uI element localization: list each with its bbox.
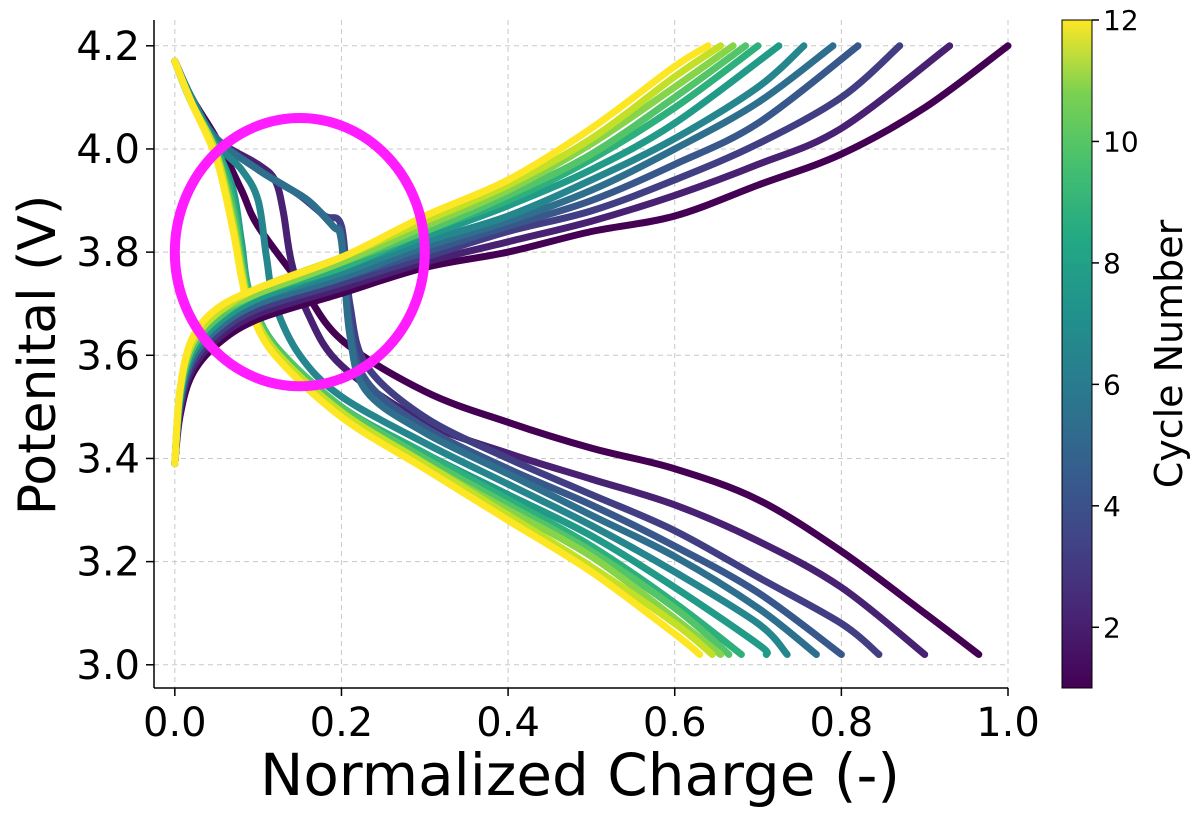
discharge-curve-cycle-12: [171, 57, 704, 658]
colorbar-tick-label: 12: [1103, 4, 1139, 37]
axes: 0.0 0.2 0.4 0.6 0.8 1.0 3.0 3.2 3.4 3.6 3.8 4.0 4.2: [76, 20, 1040, 746]
colorbar-tick-label: 4: [1103, 490, 1121, 523]
highlight-circle: [169, 113, 430, 392]
discharge-curve-cycle-5: [171, 57, 820, 658]
y-tick-label: 3.4: [76, 436, 140, 482]
y-tick-label: 3.6: [76, 333, 140, 379]
charge-curve-cycle-12: [171, 42, 712, 468]
colorbar-tick-label: 8: [1103, 247, 1121, 280]
x-axis-title: Normalized Charge (-): [260, 741, 900, 809]
colorbar-tick-label: 10: [1103, 125, 1139, 158]
x-tick-label: 0.0: [143, 700, 207, 746]
colorbar-tick-label: 6: [1103, 368, 1121, 401]
y-tick-label: 3.8: [76, 230, 140, 276]
grid-lines: [154, 20, 1009, 688]
discharge-curve-cycle-6: [171, 57, 791, 658]
x-tick-label: 0.6: [643, 700, 707, 746]
x-tick-label: 0.8: [810, 700, 874, 746]
x-tick-label: 0.4: [476, 700, 540, 746]
x-tick-label: 0.2: [310, 700, 374, 746]
colorbar-tick-label: 2: [1103, 611, 1121, 644]
y-tick-label: 4.2: [76, 24, 140, 70]
y-axis-title: Potenital (V): [8, 195, 68, 515]
annotation-layer: [169, 113, 430, 392]
y-tick-label: 4.0: [76, 127, 140, 173]
curves-layer: [171, 42, 1012, 658]
x-tick-label: 1.0: [976, 700, 1040, 746]
colorbar-title: Cycle Number: [1147, 219, 1191, 488]
y-tick-label: 3.0: [76, 643, 140, 689]
y-tick-label: 3.2: [76, 540, 140, 586]
discharge-curve-cycle-1: [171, 57, 983, 658]
charge-curve-cycle-1: [171, 42, 1012, 468]
colorbar-gradient: [1061, 19, 1093, 689]
charge-curve-cycle-3: [171, 42, 904, 468]
colorbar: 2 4 6 8 10 12: [1061, 4, 1139, 689]
